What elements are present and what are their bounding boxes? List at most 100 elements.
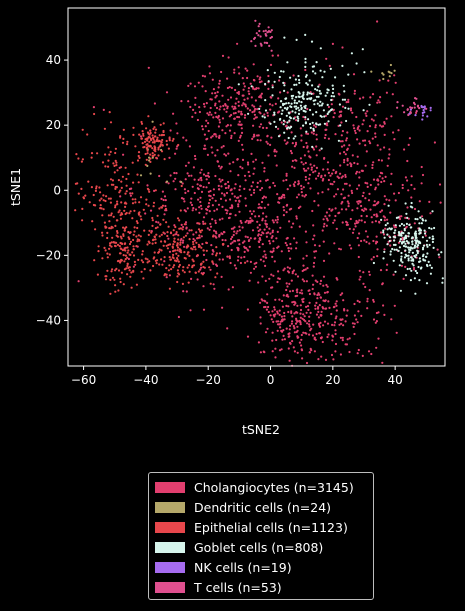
legend-swatch [155, 561, 185, 573]
scatter-point [303, 154, 306, 157]
scatter-point [175, 122, 178, 125]
scatter-point [238, 229, 241, 232]
scatter-point [256, 75, 259, 78]
scatter-point [239, 261, 242, 265]
scatter-point [347, 202, 350, 205]
scatter-point [287, 249, 290, 253]
scatter-point [294, 78, 297, 81]
scatter-point [345, 208, 348, 211]
scatter-point [400, 255, 403, 258]
scatter-point [308, 177, 311, 180]
scatter-point [211, 151, 214, 154]
scatter-point [128, 212, 131, 215]
scatter-point [338, 103, 341, 106]
scatter-point [187, 251, 190, 254]
scatter-point [118, 209, 121, 212]
scatter-point [340, 193, 343, 196]
scatter-point [253, 188, 256, 192]
scatter-point [237, 255, 240, 258]
scatter-point [293, 166, 296, 169]
scatter-point [119, 217, 122, 220]
scatter-point [252, 160, 255, 163]
scatter-point [308, 289, 311, 292]
scatter-point [126, 262, 129, 266]
scatter-point [146, 184, 149, 187]
scatter-point [438, 183, 442, 186]
scatter-point [379, 124, 382, 127]
scatter-point [108, 253, 111, 256]
scatter-point [313, 200, 316, 203]
scatter-point [280, 121, 283, 124]
scatter-point [183, 245, 186, 248]
scatter-point [194, 96, 197, 99]
scatter-point [118, 245, 121, 248]
scatter-point [376, 20, 379, 23]
scatter-point [133, 260, 136, 263]
scatter-point [111, 268, 114, 271]
scatter-point [149, 160, 152, 163]
scatter-point [304, 161, 307, 165]
scatter-point [140, 270, 143, 273]
scatter-point [268, 227, 271, 230]
scatter-point [407, 254, 410, 257]
scatter-point [262, 30, 265, 33]
scatter-point [298, 225, 301, 228]
scatter-point [369, 183, 372, 187]
scatter-point [178, 219, 181, 222]
scatter-point [331, 334, 334, 337]
scatter-point [184, 178, 187, 181]
scatter-point [309, 187, 312, 190]
scatter-point [176, 246, 180, 249]
scatter-point [243, 98, 246, 101]
scatter-point [308, 92, 311, 95]
scatter-point [309, 311, 312, 314]
scatter-point [218, 188, 221, 191]
scatter-point [242, 94, 245, 97]
scatter-point [302, 313, 305, 316]
scatter-point [95, 185, 98, 188]
scatter-point [425, 107, 428, 110]
scatter-point [143, 145, 146, 149]
scatter-point [351, 154, 354, 157]
scatter-point [374, 132, 377, 135]
scatter-point [348, 337, 351, 340]
scatter-point [251, 111, 254, 114]
scatter-point [243, 187, 246, 190]
scatter-point [176, 132, 179, 135]
scatter-point [188, 145, 191, 148]
scatter-point [315, 313, 319, 316]
scatter-point [236, 42, 239, 45]
scatter-point [275, 150, 278, 153]
scatter-point [316, 89, 319, 92]
scatter-point [410, 237, 413, 240]
scatter-point [331, 339, 334, 342]
scatter-point [311, 113, 314, 116]
scatter-point [197, 222, 200, 225]
scatter-point [147, 132, 150, 135]
scatter-point [287, 310, 290, 314]
scatter-point [132, 233, 135, 236]
scatter-point [177, 234, 180, 237]
scatter-point [140, 259, 143, 262]
scatter-point [211, 260, 214, 263]
scatter-point [264, 253, 267, 256]
scatter-point [172, 112, 175, 115]
scatter-point [264, 264, 267, 267]
scatter-point [331, 172, 334, 175]
scatter-point [259, 139, 262, 142]
scatter-point [285, 211, 288, 214]
scatter-point [334, 302, 337, 305]
scatter-point [308, 315, 311, 318]
scatter-point [214, 133, 217, 136]
scatter-point [161, 190, 164, 193]
scatter-point [175, 172, 178, 175]
scatter-point [286, 188, 289, 191]
scatter-point [306, 91, 309, 94]
scatter-point [229, 212, 232, 215]
scatter-point [281, 299, 284, 303]
scatter-point [234, 183, 237, 186]
scatter-point [199, 231, 202, 234]
scatter-point [325, 224, 328, 227]
scatter-point [127, 257, 130, 261]
scatter-point [119, 214, 122, 217]
